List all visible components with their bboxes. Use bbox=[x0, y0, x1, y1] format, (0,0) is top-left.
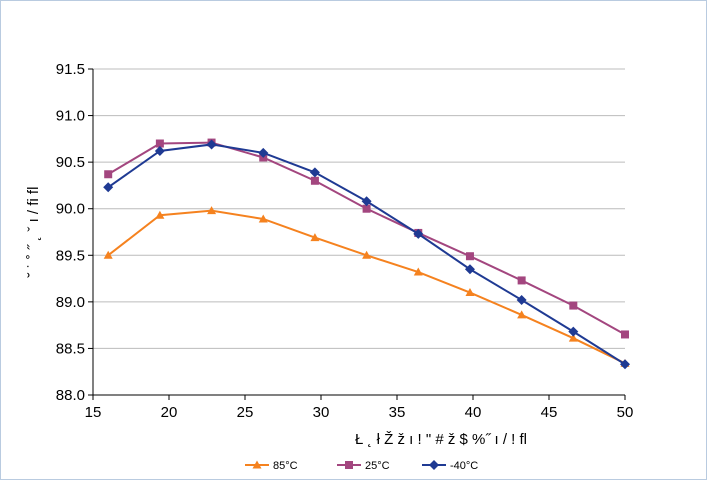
data-point bbox=[206, 139, 217, 150]
y-tick-label: 90.5 bbox=[56, 154, 85, 171]
data-point bbox=[465, 252, 474, 261]
x-tick-label: 50 bbox=[617, 404, 634, 421]
y-tick-label: 89.0 bbox=[56, 294, 85, 311]
y-tick-label: 89.5 bbox=[56, 247, 85, 264]
data-point bbox=[621, 330, 629, 339]
x-tick-label: 45 bbox=[541, 404, 558, 421]
data-point bbox=[569, 301, 578, 310]
x-tick-label: 40 bbox=[465, 404, 482, 421]
data-point bbox=[362, 250, 372, 259]
y-tick-label: 88.0 bbox=[56, 387, 85, 404]
y-axis-title: ˘ ˙ ˚ ˝ ˛ ˇ ı / fi fl bbox=[25, 187, 42, 279]
data-point bbox=[104, 170, 113, 179]
data-point bbox=[258, 147, 269, 158]
y-tick-label: 88.5 bbox=[56, 340, 85, 357]
plot-area bbox=[93, 69, 625, 395]
y-tick-label: 91.5 bbox=[56, 61, 85, 78]
legend-label: 25°C bbox=[365, 460, 390, 472]
legend-label: 85°C bbox=[273, 460, 298, 472]
x-tick-label: 15 bbox=[85, 404, 102, 421]
data-point bbox=[155, 139, 164, 148]
x-tick-label: 20 bbox=[161, 404, 178, 421]
legend-item: 25°C bbox=[337, 460, 390, 472]
data-point bbox=[413, 267, 423, 276]
data-point bbox=[465, 288, 475, 297]
data-point bbox=[154, 145, 165, 156]
legend-marker bbox=[429, 460, 439, 470]
data-point bbox=[517, 310, 527, 319]
data-point bbox=[310, 176, 319, 185]
data-point bbox=[103, 250, 113, 259]
legend-item: -40°C bbox=[422, 460, 478, 472]
data-point bbox=[310, 233, 320, 242]
x-tick-label: 35 bbox=[389, 404, 406, 421]
legend-marker bbox=[345, 461, 353, 469]
data-point bbox=[309, 167, 320, 178]
series-85c bbox=[103, 206, 630, 367]
x-tick-label: 25 bbox=[237, 404, 254, 421]
series-layer bbox=[103, 138, 630, 370]
data-point bbox=[516, 294, 527, 305]
data-point bbox=[155, 210, 165, 219]
data-point bbox=[362, 204, 371, 213]
data-point bbox=[568, 333, 578, 342]
legend-item: 85°C bbox=[245, 460, 298, 472]
legend: 85°C 25°C -40°C bbox=[245, 460, 478, 472]
axes: 88.0 88.5 89.0 89.5 90.0 90.5 91.0 91.5 15 20 25 30… bbox=[56, 61, 634, 421]
legend-marker bbox=[252, 460, 262, 469]
y-tick-label: 91.0 bbox=[56, 108, 85, 125]
data-point bbox=[517, 276, 526, 285]
legend-label: -40°C bbox=[450, 460, 478, 472]
data-point bbox=[464, 264, 475, 275]
data-point bbox=[413, 228, 424, 239]
y-tick-label: 90.0 bbox=[56, 201, 85, 218]
x-tick-label: 30 bbox=[313, 404, 330, 421]
series-40c bbox=[103, 139, 630, 370]
data-point bbox=[207, 206, 217, 215]
x-axis-title: Ł ˛ ł Ž ž ı ! " # ž $ %˝ ı / ! fl bbox=[355, 431, 527, 448]
data-point bbox=[568, 326, 579, 337]
data-point bbox=[258, 214, 268, 223]
data-point bbox=[103, 182, 114, 193]
grid-lines bbox=[93, 68, 625, 349]
data-point bbox=[620, 359, 630, 370]
data-point bbox=[361, 196, 372, 207]
